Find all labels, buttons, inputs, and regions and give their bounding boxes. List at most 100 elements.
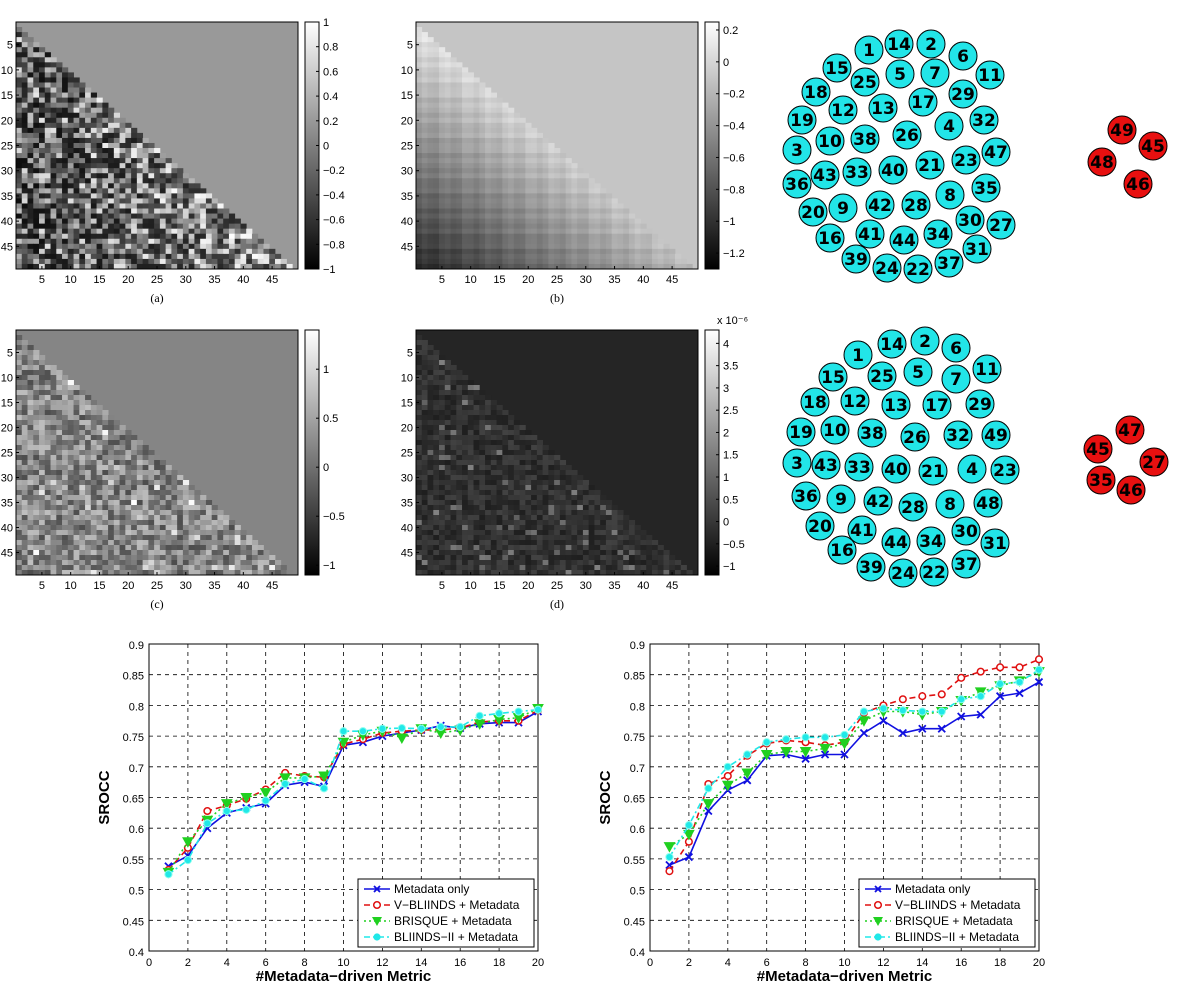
heatmap-cell bbox=[444, 500, 451, 506]
heatmap-cell bbox=[421, 535, 428, 541]
heatmap-cell bbox=[79, 545, 86, 551]
heatmap-cell bbox=[421, 550, 428, 556]
heatmap-cell bbox=[421, 420, 428, 426]
heatmap-cell bbox=[525, 168, 532, 174]
heatmap-cell bbox=[90, 535, 97, 541]
heatmap-cell bbox=[44, 243, 51, 250]
heatmap-cell bbox=[44, 122, 51, 129]
heatmap-cell bbox=[119, 520, 126, 526]
heatmap-cell bbox=[131, 193, 138, 199]
heatmap-cell bbox=[525, 173, 532, 179]
heatmap-cell bbox=[39, 405, 46, 411]
heatmap-cell bbox=[462, 168, 469, 174]
heatmap-cell bbox=[73, 465, 80, 471]
heatmap-cell bbox=[182, 248, 190, 255]
heatmap-cell bbox=[628, 248, 636, 255]
heatmap-cell bbox=[50, 142, 57, 149]
heatmap-cell bbox=[142, 193, 149, 199]
heatmap-cell bbox=[473, 535, 480, 541]
heatmap-cell bbox=[217, 520, 224, 526]
heatmap-cell bbox=[416, 183, 423, 189]
heatmap-cell bbox=[251, 560, 259, 566]
x-tick-label: 30 bbox=[580, 274, 592, 286]
heatmap-cell bbox=[421, 193, 428, 199]
heatmap-cell bbox=[605, 535, 613, 541]
heatmap-cell bbox=[73, 102, 80, 109]
heatmap-cell bbox=[44, 370, 51, 376]
heatmap-cell bbox=[44, 203, 51, 209]
heatmap-cell bbox=[559, 555, 567, 561]
heatmap-cell bbox=[427, 485, 434, 491]
heatmap-cell bbox=[102, 565, 109, 571]
heatmap-cell bbox=[96, 102, 103, 109]
heatmap-cell bbox=[33, 440, 40, 446]
heatmap-cell bbox=[67, 380, 74, 386]
heatmap-cell bbox=[450, 570, 457, 576]
heatmap-cell bbox=[85, 455, 92, 461]
heatmap-cell bbox=[108, 153, 115, 159]
heatmap-cell bbox=[142, 248, 149, 255]
heatmap-cell bbox=[490, 102, 497, 109]
heatmap-cell bbox=[611, 550, 618, 556]
heatmap-cell bbox=[96, 142, 103, 149]
heatmap-cell bbox=[513, 142, 520, 149]
heatmap-cell bbox=[565, 258, 572, 265]
heatmap-cell bbox=[427, 77, 434, 83]
heatmap-cell bbox=[623, 258, 630, 265]
heatmap-cell bbox=[50, 545, 57, 551]
heatmap-cell bbox=[548, 163, 555, 169]
heatmap-cell bbox=[485, 137, 492, 144]
heatmap-cell bbox=[56, 370, 63, 376]
heatmap-cell bbox=[113, 455, 120, 461]
heatmap-cell bbox=[21, 490, 28, 496]
heatmap-cell bbox=[525, 450, 532, 456]
heatmap-cell bbox=[67, 107, 74, 114]
heatmap-cell bbox=[16, 465, 23, 471]
heatmap-cell bbox=[519, 565, 526, 571]
x-tick-label: 35 bbox=[208, 580, 220, 592]
x-tick-label: 20 bbox=[122, 274, 134, 286]
heatmap-cell bbox=[16, 555, 23, 561]
heatmap-cell bbox=[39, 122, 46, 129]
heatmap-cell bbox=[188, 203, 195, 209]
heatmap-cell bbox=[108, 520, 115, 526]
heatmap-cell bbox=[159, 495, 167, 501]
heatmap-cell bbox=[571, 173, 578, 179]
heatmap-cell bbox=[148, 163, 155, 169]
heatmap-cell bbox=[531, 203, 538, 209]
heatmap-cell bbox=[416, 425, 423, 431]
heatmap-cell bbox=[456, 72, 463, 78]
heatmap-cell bbox=[582, 530, 590, 536]
heatmap-cell bbox=[559, 193, 567, 199]
heatmap-cell bbox=[496, 253, 503, 260]
heatmap-cell bbox=[416, 465, 423, 471]
heatmap-cell bbox=[502, 122, 509, 129]
heatmap-cell bbox=[479, 248, 486, 255]
heatmap-cell bbox=[90, 480, 97, 486]
heatmap-cell bbox=[102, 500, 109, 506]
heatmap-cell bbox=[427, 405, 434, 411]
heatmap-cell bbox=[205, 570, 213, 576]
heatmap-cell bbox=[565, 203, 572, 209]
y-tick-label: 35 bbox=[401, 191, 413, 203]
heatmap-cell bbox=[125, 530, 132, 536]
heatmap-cell bbox=[125, 460, 132, 466]
heatmap-cell bbox=[39, 420, 46, 426]
heatmap-cell bbox=[16, 540, 23, 546]
heatmap-cell bbox=[188, 183, 195, 189]
heatmap-cell bbox=[90, 148, 97, 154]
heatmap-cell bbox=[33, 142, 40, 149]
heatmap-cell bbox=[102, 122, 109, 129]
heatmap-cell bbox=[473, 213, 480, 219]
heatmap-cell bbox=[531, 127, 538, 134]
heatmap-cell bbox=[490, 510, 497, 516]
heatmap-cell bbox=[16, 47, 23, 53]
heatmap-cell bbox=[119, 173, 126, 179]
heatmap-cell bbox=[33, 480, 40, 486]
heatmap-cell bbox=[194, 198, 201, 204]
heatmap-cell bbox=[467, 258, 474, 265]
heatmap-cell bbox=[27, 228, 34, 235]
heatmap-cell bbox=[113, 238, 120, 245]
heatmap-cell bbox=[542, 565, 549, 571]
heatmap-cell bbox=[62, 530, 69, 536]
